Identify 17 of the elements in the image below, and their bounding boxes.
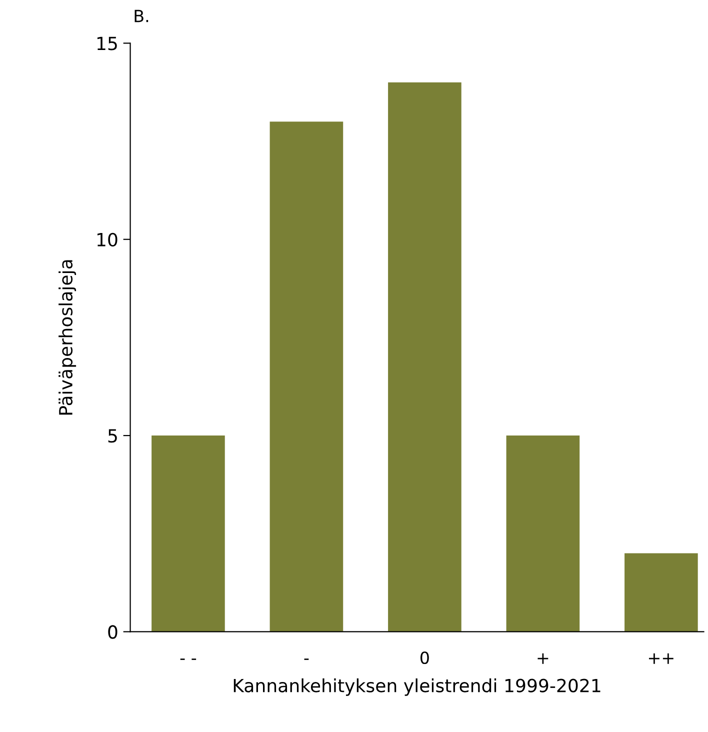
x-tick-label: 0	[420, 651, 429, 664]
bar	[152, 436, 225, 632]
y-tick-label: 15	[97, 36, 117, 50]
x-tick-label: +	[538, 653, 548, 664]
x-axis-title: Kannankehityksen yleistrendi 1999-2021	[234, 678, 600, 696]
bar	[624, 553, 698, 632]
x-tick-label: -	[304, 658, 309, 660]
bar	[388, 82, 462, 632]
x-tick-label: - -	[180, 658, 196, 660]
chart-title: B.	[134, 10, 148, 22]
bar	[270, 122, 344, 632]
bar	[506, 436, 580, 632]
y-tick-label: 5	[108, 429, 117, 443]
y-tick-label: 10	[97, 232, 118, 246]
x-tick-label: ++	[648, 653, 674, 664]
y-tick-label: 0	[108, 625, 118, 639]
y-axis-title: Päiväperhoslajeja	[58, 260, 76, 415]
